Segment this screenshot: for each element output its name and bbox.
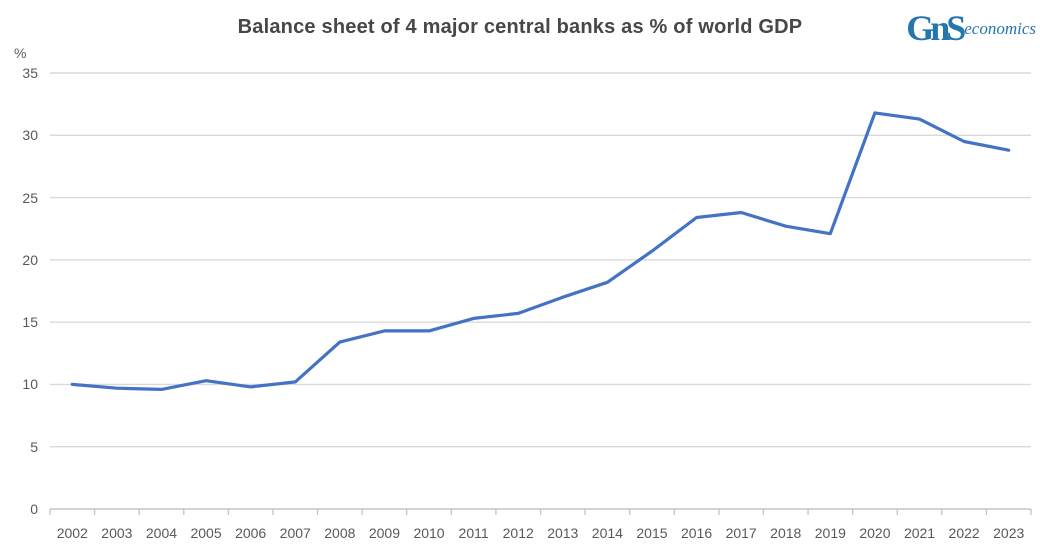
y-tick-label: 30 bbox=[22, 127, 38, 144]
x-tick-label: 2011 bbox=[458, 525, 489, 541]
gns-logo-mark: GnS bbox=[906, 8, 966, 48]
gns-economics-logo: GnS economics bbox=[906, 10, 1036, 46]
x-tick-label: 2020 bbox=[859, 525, 891, 541]
x-tick-label: 2006 bbox=[235, 525, 267, 541]
y-tick-label: 25 bbox=[22, 189, 38, 206]
y-tick-label: 35 bbox=[22, 65, 38, 81]
chart-title: Balance sheet of 4 major central banks a… bbox=[237, 16, 803, 38]
x-tick-label: 2022 bbox=[948, 525, 980, 541]
y-tick-label: 5 bbox=[30, 438, 38, 455]
y-axis-unit-label: % bbox=[14, 45, 27, 61]
x-tick-label: 2004 bbox=[145, 525, 178, 541]
x-tick-label: 2007 bbox=[279, 525, 311, 541]
y-tick-label: 10 bbox=[22, 376, 38, 393]
x-tick-label: 2019 bbox=[814, 525, 846, 541]
x-tick-label: 2016 bbox=[680, 525, 713, 541]
x-tick-label: 2003 bbox=[101, 525, 133, 541]
x-tick-label: 2023 bbox=[993, 525, 1025, 541]
y-tick-label: 20 bbox=[22, 251, 38, 268]
x-tick-label: 2017 bbox=[725, 525, 757, 541]
x-tick-label: 2018 bbox=[770, 525, 802, 541]
series-line bbox=[70, 111, 1011, 391]
x-tick-label: 2012 bbox=[502, 525, 534, 541]
x-tick-label: 2015 bbox=[636, 525, 668, 541]
x-tick-label: 2014 bbox=[591, 525, 623, 541]
x-tick-label: 2002 bbox=[56, 525, 88, 541]
x-tick-label: 2009 bbox=[368, 525, 400, 541]
y-tick-label: 15 bbox=[22, 314, 38, 331]
y-tick-label: 0 bbox=[30, 501, 38, 517]
x-tick-label: 2005 bbox=[190, 525, 222, 541]
gns-logo-word: economics bbox=[964, 19, 1036, 38]
x-tick-label: 2010 bbox=[413, 525, 445, 541]
x-tick-label: 2013 bbox=[547, 525, 579, 541]
x-tick-label: 2008 bbox=[324, 525, 356, 541]
x-tick-label: 2021 bbox=[903, 525, 936, 541]
